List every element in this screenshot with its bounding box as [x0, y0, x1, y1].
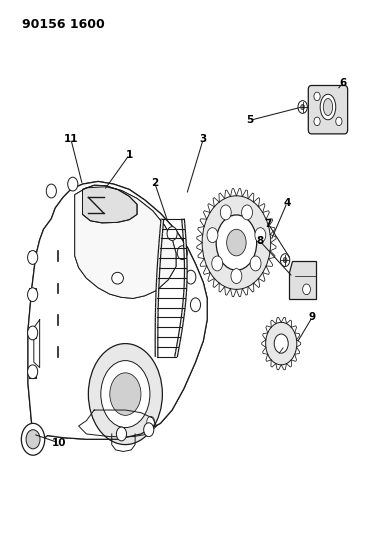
Circle shape	[28, 288, 38, 302]
Circle shape	[26, 430, 40, 449]
Circle shape	[231, 269, 242, 284]
Circle shape	[265, 322, 297, 365]
Circle shape	[186, 270, 196, 284]
Circle shape	[117, 427, 127, 441]
Polygon shape	[28, 181, 207, 442]
Circle shape	[46, 184, 56, 198]
Circle shape	[101, 361, 150, 427]
Polygon shape	[289, 261, 316, 299]
Circle shape	[28, 365, 38, 378]
Circle shape	[110, 373, 141, 415]
Text: 7: 7	[265, 219, 272, 229]
Text: 9: 9	[309, 312, 316, 322]
Text: 11: 11	[64, 134, 78, 144]
Circle shape	[250, 256, 261, 271]
Circle shape	[177, 246, 187, 260]
Text: 1: 1	[126, 150, 133, 160]
Circle shape	[301, 104, 305, 110]
Circle shape	[22, 423, 45, 455]
Circle shape	[280, 254, 290, 266]
Circle shape	[298, 101, 307, 114]
Circle shape	[207, 228, 218, 243]
Circle shape	[68, 177, 78, 191]
Circle shape	[303, 284, 310, 295]
Text: 10: 10	[52, 438, 66, 448]
Text: 4: 4	[283, 198, 291, 208]
Circle shape	[28, 326, 38, 340]
Polygon shape	[75, 187, 176, 298]
Ellipse shape	[320, 94, 336, 120]
Text: 8: 8	[256, 236, 264, 246]
Circle shape	[88, 344, 162, 445]
Circle shape	[242, 205, 253, 220]
Circle shape	[314, 117, 320, 126]
Text: 5: 5	[246, 115, 254, 125]
Circle shape	[216, 215, 256, 270]
Polygon shape	[75, 187, 176, 298]
Circle shape	[190, 298, 201, 312]
Text: 90156 1600: 90156 1600	[22, 18, 105, 31]
Circle shape	[255, 228, 266, 243]
Circle shape	[167, 227, 177, 240]
Polygon shape	[28, 181, 207, 442]
Ellipse shape	[112, 272, 124, 284]
Text: 3: 3	[200, 134, 207, 144]
Ellipse shape	[323, 99, 333, 116]
Text: 2: 2	[151, 177, 158, 188]
Polygon shape	[83, 185, 137, 223]
FancyBboxPatch shape	[308, 85, 348, 134]
Circle shape	[212, 256, 222, 271]
Circle shape	[147, 416, 154, 427]
Circle shape	[283, 257, 287, 263]
Circle shape	[336, 117, 342, 126]
Circle shape	[227, 229, 246, 256]
Text: 6: 6	[339, 78, 346, 88]
Circle shape	[274, 334, 288, 353]
Circle shape	[314, 92, 320, 101]
Circle shape	[202, 196, 271, 289]
Circle shape	[220, 205, 231, 220]
Circle shape	[143, 423, 154, 437]
Circle shape	[28, 251, 38, 264]
